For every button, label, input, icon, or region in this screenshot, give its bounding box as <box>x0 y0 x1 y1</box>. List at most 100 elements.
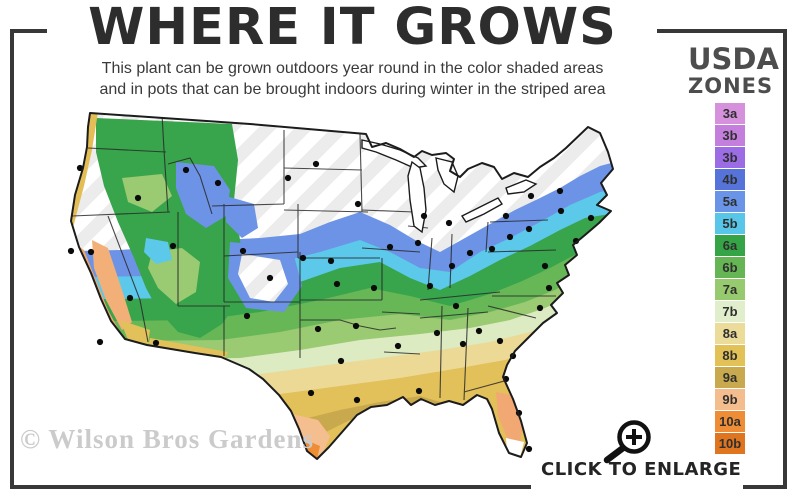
city-dot <box>536 304 544 312</box>
zone-swatch-5b: 5b <box>715 213 745 234</box>
lake-ontario <box>505 179 538 195</box>
city-dot <box>353 396 361 404</box>
city-dot <box>67 247 75 255</box>
legend-zone-list: 3a 3b 3b 4b 5a 5b 6a 6b 7a 7b 8a 8b 9a 9b 10a 10b <box>688 103 772 455</box>
city-dot <box>420 212 428 220</box>
magnifier-plus-icon[interactable] <box>597 415 655 467</box>
click-to-enlarge-label[interactable]: CLICK TO ENLARGE <box>541 459 742 480</box>
zone-swatch-label: 7b <box>722 304 738 319</box>
city-dot <box>587 214 595 222</box>
city-dot <box>545 284 553 292</box>
zone-swatch-3a: 3a <box>715 103 745 124</box>
zone-blob-10-texas-tip <box>306 440 320 459</box>
zone-swatch-label: 6b <box>722 260 738 275</box>
zone-swatch-7b: 7b <box>715 301 745 322</box>
zone-swatch-10a: 10a <box>715 411 745 432</box>
legend-title-zones: ZONES <box>688 74 774 98</box>
state-borders <box>71 113 557 401</box>
zone-swatch-label: 6a <box>722 238 738 253</box>
city-dot <box>557 207 565 215</box>
subtitle-line-2: and in pots that can be brought indoors … <box>99 81 606 98</box>
zone-swatch-label: 8a <box>722 326 738 341</box>
zone-blob-wyoming-blue <box>226 196 258 238</box>
zone-swatch-label: 8b <box>722 348 738 363</box>
frame-border-bottom-right <box>743 485 787 489</box>
city-dot <box>87 248 95 256</box>
watermark: © Wilson Bros Gardens <box>20 424 314 454</box>
city-dot <box>527 192 535 200</box>
city-dot <box>96 338 104 346</box>
city-dot <box>354 200 362 208</box>
city-dot <box>152 339 160 347</box>
zone-swatch-5a: 5a <box>715 191 745 212</box>
zone-swatch-6a: 6a <box>715 235 745 256</box>
city-dot <box>284 174 292 182</box>
zone-blob-oregon-7a <box>122 174 172 212</box>
city-dot <box>182 166 190 174</box>
city-dot <box>126 294 134 302</box>
zone-swatch-label: 4b <box>722 172 738 187</box>
city-dot <box>445 219 453 227</box>
city-dot <box>433 329 441 337</box>
lake-superior <box>361 139 428 169</box>
frame-border-top-right <box>657 29 787 33</box>
us-outline <box>70 112 614 460</box>
zone-swatch-label: 10b <box>718 436 742 451</box>
zone-swatch-6b: 6b <box>715 257 745 278</box>
magnifier-lens <box>617 420 651 454</box>
zone-swatch-label: 3b <box>722 150 738 165</box>
city-dot <box>426 282 434 290</box>
city-dot <box>314 325 322 333</box>
zone-swatch-7a: 7a <box>715 279 745 300</box>
zone-swatch-8b: 8b <box>715 345 745 366</box>
zone-swatch-3b: 3b <box>715 147 745 168</box>
city-dot <box>541 262 549 270</box>
city-dot <box>169 242 177 250</box>
city-dot <box>466 249 474 257</box>
city-dot <box>333 280 341 288</box>
city-dot <box>452 302 460 310</box>
zone-swatch-label: 10a <box>719 414 741 429</box>
magnifier-handle <box>603 444 627 464</box>
page-title: WHERE IT GROWS <box>88 0 617 57</box>
zone-swatch-8a: 8a <box>715 323 745 344</box>
city-dot <box>299 254 307 262</box>
city-dot <box>459 340 467 348</box>
city-dot <box>525 445 533 453</box>
city-dot <box>352 322 360 330</box>
zone-swatch-4b: 4b <box>715 169 745 190</box>
city-dots <box>67 160 595 453</box>
frame-border-bottom-left <box>10 485 531 489</box>
zone-swatch-label: 9b <box>722 392 738 407</box>
subtitle-line-1: This plant can be grown outdoors year ro… <box>101 60 604 77</box>
zone-swatch-label: 5a <box>722 194 738 209</box>
city-dot <box>394 342 402 350</box>
city-dot <box>337 357 345 365</box>
zone-swatch-9a: 9a <box>715 367 745 388</box>
usda-zones-legend: USDA ZONES 3a 3b 3b 4b 5a 5b 6a 6b 7a 7b 8a 8b 9a 9b 1… <box>688 44 779 455</box>
city-dot <box>415 387 423 395</box>
city-dot <box>506 233 514 241</box>
zone-blob-colorado-striped <box>238 254 288 302</box>
zone-blob-idaho-blue <box>176 162 230 228</box>
city-dot <box>266 274 274 282</box>
city-dot <box>496 337 504 345</box>
city-dot <box>239 247 247 255</box>
zone-blob-central-valley <box>92 240 132 330</box>
city-dot <box>556 187 564 195</box>
city-dot <box>386 243 394 251</box>
zone-swatch-label: 3a <box>722 106 738 121</box>
subtitle: This plant can be grown outdoors year ro… <box>40 58 665 100</box>
zone-blob-nevada-cyan <box>144 238 172 264</box>
city-dot <box>448 262 456 270</box>
zone-blob-9b-south-texas <box>292 414 330 456</box>
city-dot <box>307 389 315 397</box>
zone-swatch-label: 7a <box>722 282 738 297</box>
city-dot <box>414 239 422 247</box>
city-dot <box>488 245 496 253</box>
zone-swatch-9b: 9b <box>715 389 745 410</box>
frame-border-left <box>10 29 14 489</box>
city-dot <box>475 327 483 335</box>
zone-swatch-label: 5b <box>722 216 738 231</box>
